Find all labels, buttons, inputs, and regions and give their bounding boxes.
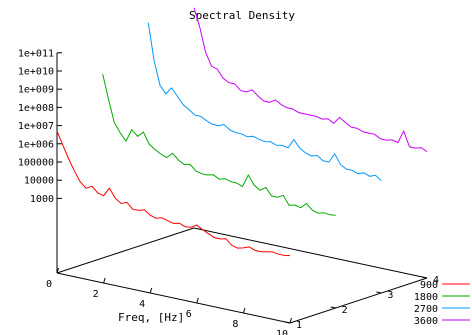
legend-label-1800: 1800 (414, 292, 438, 303)
x-tick-label: 2 (93, 289, 99, 300)
y-tick-label: 4 (433, 275, 439, 286)
series-line-1800 (102, 74, 336, 216)
base-left-edge (56, 227, 195, 274)
x-tick-mark (103, 277, 106, 284)
y-tick-mark (284, 321, 291, 324)
z-tick-label: 1e+009 (18, 85, 54, 96)
x-tick-mark (289, 317, 292, 324)
x-tick-label: 0 (46, 279, 52, 290)
y-tick-label: 3 (387, 290, 393, 301)
x-tick-mark (56, 267, 59, 274)
legend-label-900: 900 (420, 280, 438, 291)
z-tick-label: 1e+011 (18, 48, 54, 59)
z-tick-label: 1e+007 (18, 121, 54, 132)
z-tick-label: 100000 (18, 158, 54, 169)
y-tick-mark (330, 306, 336, 309)
base-back-edge (193, 227, 428, 279)
x-axis-label: Freq, [Hz] (118, 311, 184, 324)
z-tick-label: 1e+010 (18, 67, 54, 78)
x-tick-label: 4 (139, 299, 145, 310)
base-right-edge (289, 277, 428, 324)
series-layer (56, 7, 428, 257)
z-tick-label: 1000 (30, 194, 54, 205)
z-tick-label: 1e+006 (18, 139, 54, 150)
z-tick-label: 10000 (24, 176, 54, 187)
series-line-3600 (193, 7, 428, 153)
y-tick-mark (376, 291, 382, 294)
x-tick-mark (242, 307, 246, 314)
y-tick-label: 1 (296, 320, 302, 331)
y-tick-label: 2 (342, 305, 348, 316)
axes: 1000 10000 100000 1e+006 1e+007 1e+008 1e+009 1… (18, 48, 439, 335)
chart-title: Spectral Density (189, 9, 295, 22)
y-tick-mark (421, 276, 428, 279)
base-front-edge (56, 272, 291, 324)
x-tick-label: 10 (276, 329, 288, 335)
x-tick-label: 8 (232, 319, 238, 330)
x-tick-label: 6 (186, 309, 192, 320)
legend-label-2700: 2700 (414, 304, 438, 315)
x-tick-mark (196, 297, 199, 304)
series-line-2700 (147, 22, 382, 181)
legend-label-3600: 3600 (414, 316, 438, 327)
z-tick-label: 1e+008 (18, 103, 54, 114)
series-line-900 (56, 130, 291, 257)
x-tick-mark (149, 287, 153, 294)
